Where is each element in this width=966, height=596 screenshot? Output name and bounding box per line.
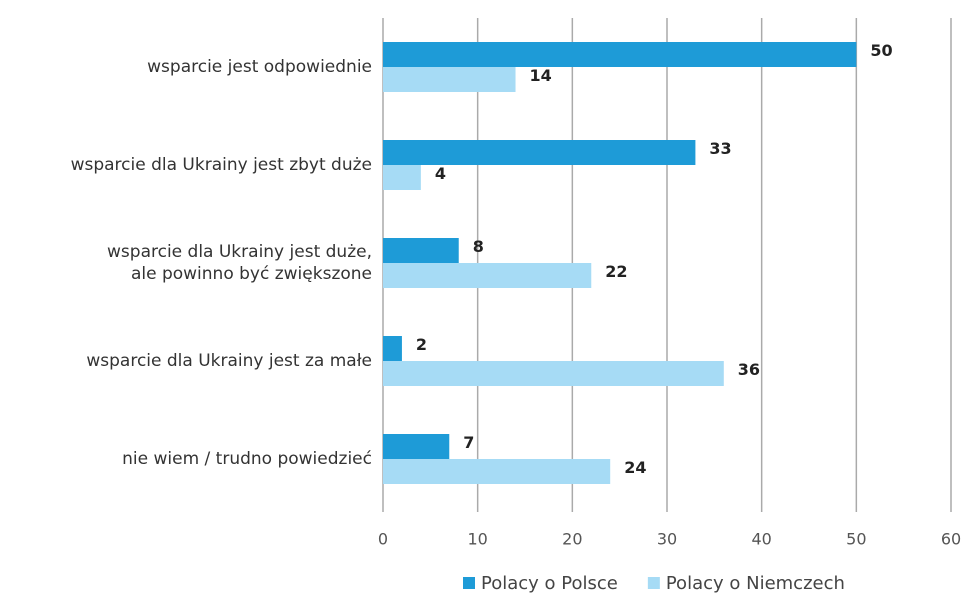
x-tick-label: 20: [562, 530, 582, 549]
x-tick-label: 60: [941, 530, 961, 549]
legend-swatch: [647, 577, 660, 589]
x-tick-label: 10: [467, 530, 487, 549]
category-label: wsparcie jest odpowiednie: [147, 57, 372, 77]
value-label: 22: [605, 262, 627, 281]
legend-swatch: [463, 577, 475, 589]
x-tick-label: 50: [846, 530, 866, 549]
bar: [383, 336, 402, 361]
value-label: 50: [870, 41, 892, 60]
bar: [383, 459, 611, 484]
value-label: 14: [530, 66, 552, 85]
category-label: wsparcie dla Ukrainy jest za małe: [86, 351, 372, 371]
category-label: wsparcie dla Ukrainy jest zbyt duże: [71, 155, 372, 175]
bar: [383, 42, 857, 67]
bar: [383, 263, 592, 288]
value-label: 7: [463, 433, 474, 452]
bar: [383, 140, 696, 165]
bar: [383, 67, 516, 92]
value-label: 36: [738, 360, 760, 379]
bar: [383, 165, 421, 190]
legend-label: Polacy o Niemczech: [666, 573, 845, 594]
bar: [383, 238, 459, 263]
category-label: wsparcie dla Ukrainy jest duże, ale powin…: [107, 242, 372, 284]
x-tick-label: 30: [657, 530, 677, 549]
bar: [383, 434, 450, 459]
category-label: nie wiem / trudno powiedzieć: [122, 449, 372, 469]
value-label: 4: [435, 164, 446, 183]
x-tick-label: 0: [378, 530, 388, 549]
value-label: 24: [624, 458, 646, 477]
bar: [383, 361, 724, 386]
legend-label: Polacy o Polsce: [481, 573, 618, 594]
value-label: 8: [473, 237, 484, 256]
value-label: 2: [416, 335, 427, 354]
value-label: 33: [709, 139, 731, 158]
x-tick-label: 40: [751, 530, 771, 549]
